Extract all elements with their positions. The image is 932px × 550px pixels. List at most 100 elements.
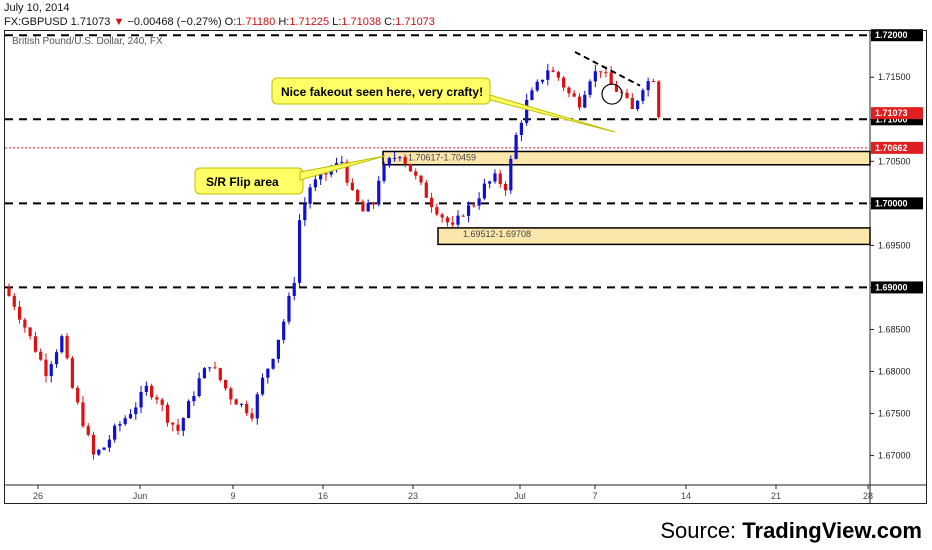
candle-body xyxy=(255,394,259,419)
candle-body xyxy=(509,158,513,191)
price-tick-label: 1.70500 xyxy=(878,156,911,166)
candle-body xyxy=(451,222,455,225)
candle-body xyxy=(70,358,74,388)
candle-body xyxy=(319,173,323,180)
candle-body xyxy=(192,396,196,402)
candle-body xyxy=(181,418,185,431)
level-label-bg xyxy=(871,197,923,210)
candle-body xyxy=(635,100,640,110)
high-value: 1.71225 xyxy=(289,16,330,28)
candle-body xyxy=(414,171,418,176)
chart-frame[interactable] xyxy=(4,30,927,504)
candle-body xyxy=(472,205,476,207)
candle-body xyxy=(572,93,576,97)
candle-body xyxy=(303,203,307,221)
candle-body xyxy=(208,367,212,369)
candle-body xyxy=(297,220,302,283)
callout-pointer xyxy=(299,155,386,181)
candle-body xyxy=(123,418,127,425)
ohlc-bar: FX:GBPUSD 1.71073 ▼ −0.00468 (−0.27%) O:… xyxy=(4,16,435,28)
candle-body xyxy=(97,449,101,455)
time-tick-label: 16 xyxy=(318,491,328,501)
candle-body xyxy=(186,401,191,419)
candle-body xyxy=(76,387,80,403)
candle-body xyxy=(118,424,122,426)
callout-box xyxy=(271,77,491,105)
price-tick-label: 1.69500 xyxy=(878,240,911,250)
candle-body xyxy=(86,426,90,435)
candle-body xyxy=(282,321,286,340)
callout-text: S/R Flip area xyxy=(206,175,279,189)
candle-body xyxy=(466,205,471,216)
low-label: L: xyxy=(332,16,342,28)
time-tick-label: Jun xyxy=(133,491,148,501)
candle-body xyxy=(155,397,159,400)
candle-body xyxy=(588,81,592,95)
candle-body xyxy=(593,71,597,82)
candle-body xyxy=(387,157,391,166)
candle-body xyxy=(435,207,439,215)
candle-body xyxy=(350,182,354,190)
last-price-label: 1.71073 xyxy=(875,108,908,118)
candle-body xyxy=(260,377,265,395)
candle-body xyxy=(28,327,32,337)
level-label-bg xyxy=(871,281,923,294)
candle-body xyxy=(39,351,43,360)
candle-body xyxy=(176,424,180,431)
candle-body xyxy=(245,403,249,414)
time-tick-label: Jul xyxy=(514,491,526,501)
candle-body xyxy=(609,72,613,85)
candle-body xyxy=(197,378,201,397)
change-arrow-icon: ▼ xyxy=(113,16,125,28)
open-value: 1.71180 xyxy=(236,16,276,28)
candle-body xyxy=(329,169,333,175)
candle-body xyxy=(599,71,603,73)
candle-body xyxy=(44,359,48,377)
candle-body xyxy=(614,84,619,92)
callout-box xyxy=(194,167,304,195)
level-label-bg xyxy=(871,141,923,154)
candle-body xyxy=(657,81,661,117)
candle-body xyxy=(651,81,656,83)
time-tick-label: 9 xyxy=(230,491,235,501)
candle-body xyxy=(308,187,312,204)
candle-body xyxy=(340,161,344,163)
price-change: −0.00468 (−0.27%) xyxy=(127,16,222,28)
chart-title: British Pound/U.S. Dollar, 240, FX xyxy=(12,36,163,47)
price-tick-label: 1.68500 xyxy=(878,324,911,334)
candle-body xyxy=(366,202,370,212)
candle-body xyxy=(229,388,233,400)
candle-body xyxy=(139,391,143,408)
candle-body xyxy=(503,183,508,191)
candle-body xyxy=(456,215,460,225)
sr-zone xyxy=(382,150,871,166)
candle-body xyxy=(65,336,69,359)
candle-body xyxy=(530,90,534,100)
candle-body xyxy=(33,336,38,352)
candle-body xyxy=(134,407,138,415)
candle-body xyxy=(646,81,650,91)
price-tick-label: 1.67000 xyxy=(878,451,911,461)
time-tick-label: 26 xyxy=(33,491,43,501)
candle-body xyxy=(461,215,465,217)
price-tick-label: 1.71500 xyxy=(878,72,911,82)
candle-body xyxy=(12,295,16,307)
candle-body xyxy=(546,70,550,80)
candle-body xyxy=(440,214,444,218)
level-label: 1.71000 xyxy=(875,114,908,124)
candle-body xyxy=(641,90,645,101)
last-price-bg xyxy=(871,107,923,120)
candle-body xyxy=(345,161,349,183)
candle-body xyxy=(218,368,222,380)
candle-body xyxy=(477,198,481,206)
open-label: O: xyxy=(224,16,237,28)
callout-pointer xyxy=(489,94,616,133)
candle-body xyxy=(403,157,407,164)
candle-body xyxy=(276,339,280,359)
candle-body xyxy=(625,92,629,98)
low-value: 1.71038 xyxy=(341,16,382,28)
candle-body xyxy=(514,134,518,159)
candle-body xyxy=(17,306,22,320)
candle-body xyxy=(23,319,27,328)
